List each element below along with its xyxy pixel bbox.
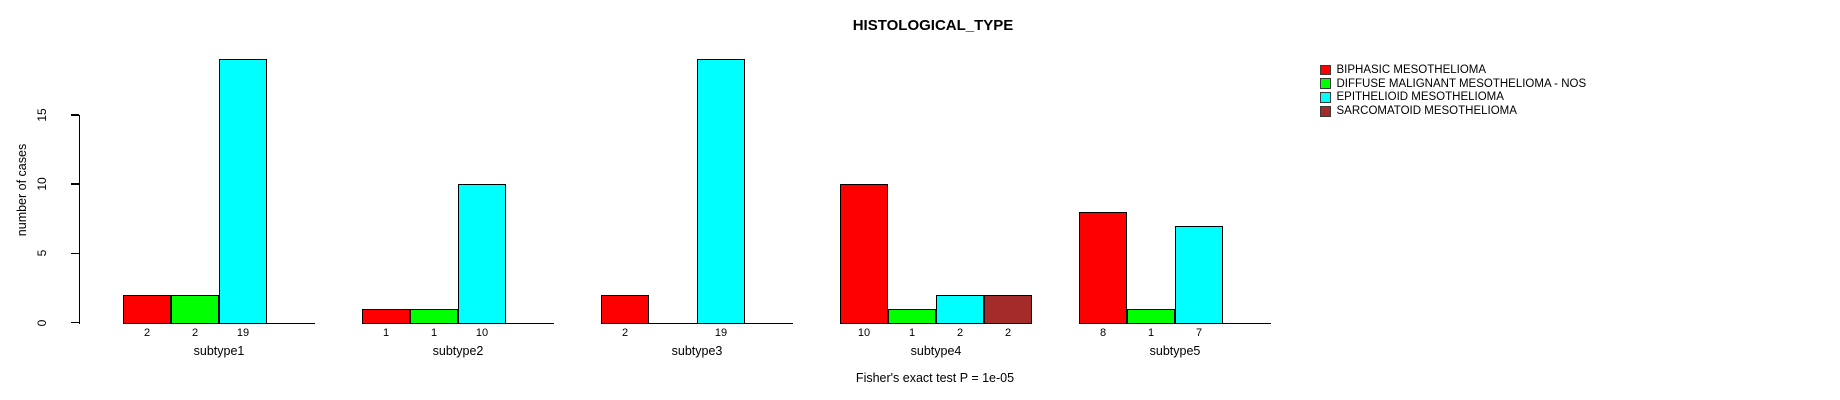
bar-value-label: 1 — [908, 327, 916, 339]
zero-bar-line — [745, 322, 793, 324]
legend-swatch-icon — [1320, 78, 1331, 89]
zero-bar-line — [267, 322, 315, 324]
chart-title: HISTOLOGICAL_TYPE — [852, 17, 1014, 34]
bar-value-label: 2 — [1004, 327, 1012, 339]
legend-swatch-icon — [1320, 106, 1331, 117]
bar-subtype5-s2 — [1175, 225, 1223, 324]
bar-value-label: 2 — [191, 327, 199, 339]
bar-subtype1-s1 — [171, 294, 219, 324]
y-axis-line — [78, 114, 80, 324]
zero-bar-line — [1223, 322, 1271, 324]
bar-value-label: 1 — [382, 327, 390, 339]
legend-label: SARCOMATOID MESOTHELIOMA — [1336, 105, 1517, 118]
bar-subtype4-s2 — [936, 294, 984, 324]
legend-swatch-icon — [1320, 64, 1331, 76]
bar-subtype4-s3 — [984, 294, 1032, 324]
y-axis-tick — [70, 183, 79, 185]
category-label-subtype1: subtype1 — [193, 344, 245, 358]
legend-row: BIPHASIC MESOTHELIOMA — [1320, 63, 1586, 77]
y-tick-label: 15 — [35, 108, 49, 122]
category-label-subtype4: subtype4 — [910, 344, 962, 358]
y-axis-tick — [70, 252, 79, 254]
bar-subtype2-s1 — [410, 308, 458, 324]
bar-value-label: 19 — [236, 327, 250, 339]
bar-subtype5-s1 — [1127, 308, 1175, 324]
bar-value-label: 7 — [1195, 327, 1203, 339]
bar-value-label: 10 — [857, 327, 871, 339]
category-label-subtype2: subtype2 — [432, 344, 484, 358]
legend-row: EPITHELIOID MESOTHELIOMA — [1320, 91, 1586, 105]
footnote: Fisher's exact test P = 1e-05 — [855, 371, 1015, 385]
y-axis-tick — [70, 114, 79, 116]
legend-label: EPITHELIOID MESOTHELIOMA — [1336, 91, 1504, 104]
bar-value-label: 2 — [143, 327, 151, 339]
category-label-subtype5: subtype5 — [1149, 344, 1201, 358]
bar-value-label: 1 — [430, 327, 438, 339]
legend-row: SARCOMATOID MESOTHELIOMA — [1320, 104, 1586, 118]
legend-swatch-icon — [1320, 92, 1331, 103]
bar-subtype3-s0 — [601, 294, 649, 324]
bar-subtype1-s0 — [123, 294, 171, 324]
y-axis-label: number of cases — [15, 143, 29, 237]
legend-row: DIFFUSE MALIGNANT MESOTHELIOMA - NOS — [1320, 77, 1586, 91]
zero-bar-line — [649, 322, 697, 324]
legend: BIPHASIC MESOTHELIOMA DIFFUSE MALIGNANT M… — [1320, 63, 1586, 118]
bar-subtype1-s2 — [219, 59, 267, 324]
bar-value-label: 1 — [1147, 327, 1155, 339]
bar-value-label: 2 — [956, 327, 964, 339]
y-tick-label: 0 — [35, 319, 49, 326]
bar-subtype5-s0 — [1079, 211, 1127, 324]
zero-bar-line — [506, 322, 554, 324]
bar-value-label: 2 — [621, 327, 629, 339]
bar-subtype4-s0 — [840, 184, 888, 324]
bar-value-label: 8 — [1099, 327, 1107, 339]
bar-subtype2-s0 — [362, 308, 410, 324]
bar-subtype4-s1 — [888, 308, 936, 324]
bar-value-label: 10 — [475, 327, 489, 339]
legend-label: BIPHASIC MESOTHELIOMA — [1336, 63, 1487, 76]
legend-label: DIFFUSE MALIGNANT MESOTHELIOMA - NOS — [1336, 77, 1587, 90]
bar-subtype3-s2 — [697, 59, 745, 324]
y-tick-label: 10 — [35, 177, 49, 191]
y-tick-label: 5 — [35, 249, 49, 257]
y-axis-tick — [70, 321, 79, 324]
bar-subtype2-s2 — [458, 184, 506, 324]
category-label-subtype3: subtype3 — [671, 344, 723, 358]
bar-value-label: 19 — [714, 327, 728, 339]
